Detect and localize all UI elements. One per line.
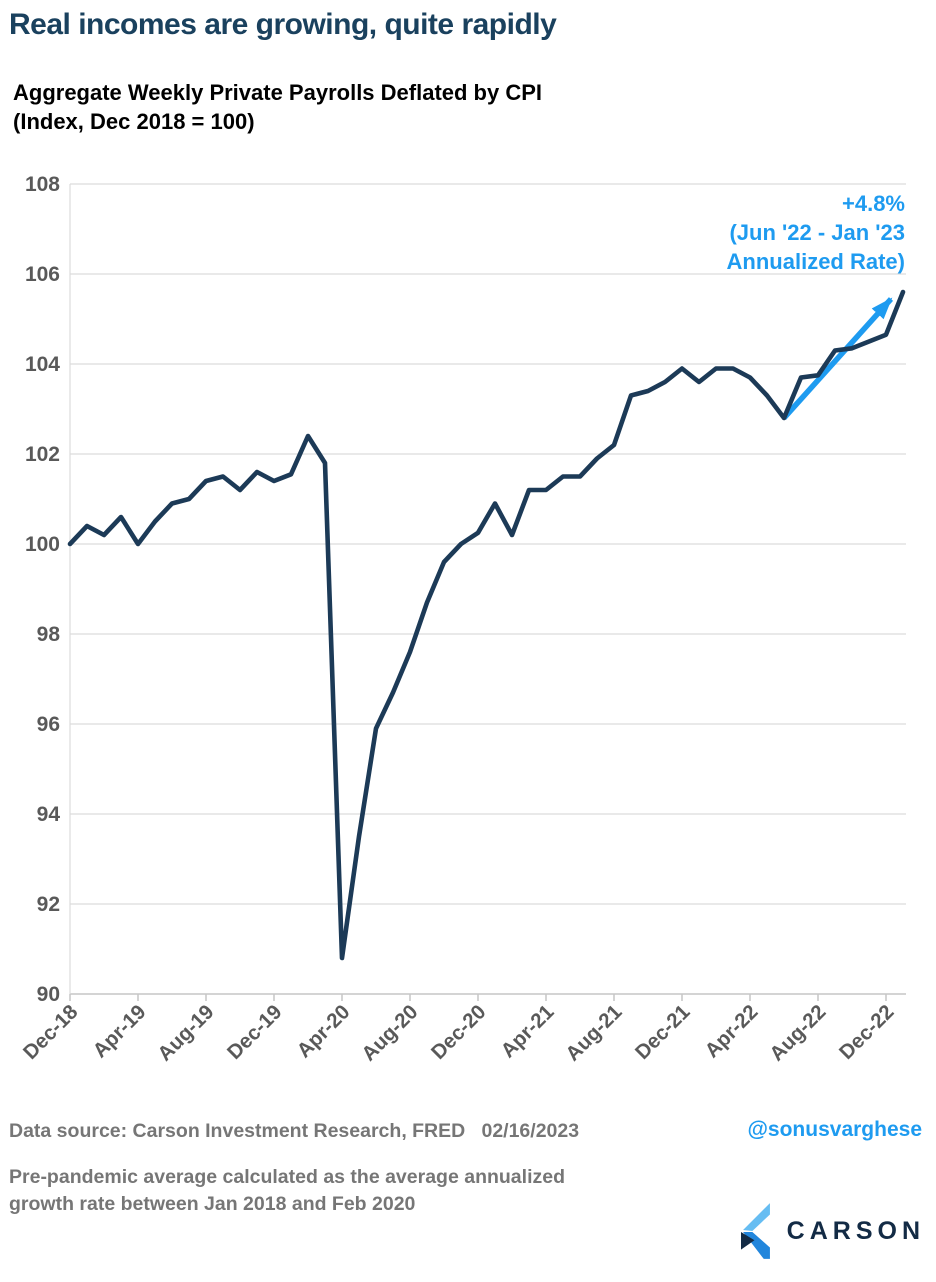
methodology-note: Pre-pandemic average calculated as the a… <box>9 1166 565 1215</box>
x-axis-label: Dec-20 <box>427 1000 491 1064</box>
y-axis-label: 98 <box>37 623 61 646</box>
y-axis-label: 108 <box>25 173 60 196</box>
twitter-handle: @sonusvarghese <box>747 1118 922 1141</box>
annotation-arrow <box>781 297 894 420</box>
y-axis-label: 104 <box>25 353 60 376</box>
x-axis-label: Aug-22 <box>765 1000 830 1065</box>
annotation-period: (Jun '22 - Jan '23 <box>729 220 905 245</box>
growth-annotation: +4.8% (Jun '22 - Jan '23 Annualized Rate… <box>727 189 905 276</box>
carson-logo: CARSON <box>740 1203 925 1259</box>
y-axis-label: 96 <box>37 713 60 736</box>
y-axis-label: 94 <box>37 803 61 826</box>
x-axis-label: Dec-18 <box>19 1000 83 1064</box>
y-axis-label: 92 <box>37 893 60 916</box>
x-axis-label: Dec-19 <box>223 1000 287 1064</box>
payrolls-line-series <box>67 289 906 961</box>
y-axis-label: 102 <box>25 443 60 466</box>
annotation-rate: +4.8% <box>842 191 905 216</box>
x-axis-label: Aug-20 <box>357 1000 422 1065</box>
x-axis-label: Apr-21 <box>496 1000 558 1062</box>
x-axis-label: Aug-19 <box>153 1000 218 1065</box>
x-axis-label: Apr-19 <box>88 1000 150 1062</box>
page-title: Real incomes are growing, quite rapidly <box>9 8 557 41</box>
chart-subtitle: Aggregate Weekly Private Payrolls Deflat… <box>13 80 543 134</box>
y-axis-label: 106 <box>25 263 60 286</box>
annotation-period-2: Annualized Rate) <box>726 249 905 274</box>
x-axis-label: Dec-22 <box>835 1000 899 1064</box>
x-axis-label: Aug-21 <box>561 1000 626 1065</box>
carson-logo-text: CARSON <box>786 1216 925 1245</box>
data-source-text: Data source: Carson Investment Research,… <box>9 1120 580 1142</box>
y-axis-label: 90 <box>37 983 60 1006</box>
x-axis-label: Dec-21 <box>631 1000 695 1064</box>
x-axis-label: Apr-22 <box>700 1000 762 1062</box>
carson-logo-icon <box>740 1203 770 1259</box>
x-axis-label: Apr-20 <box>292 1000 354 1062</box>
y-axis-label: 100 <box>25 533 60 556</box>
